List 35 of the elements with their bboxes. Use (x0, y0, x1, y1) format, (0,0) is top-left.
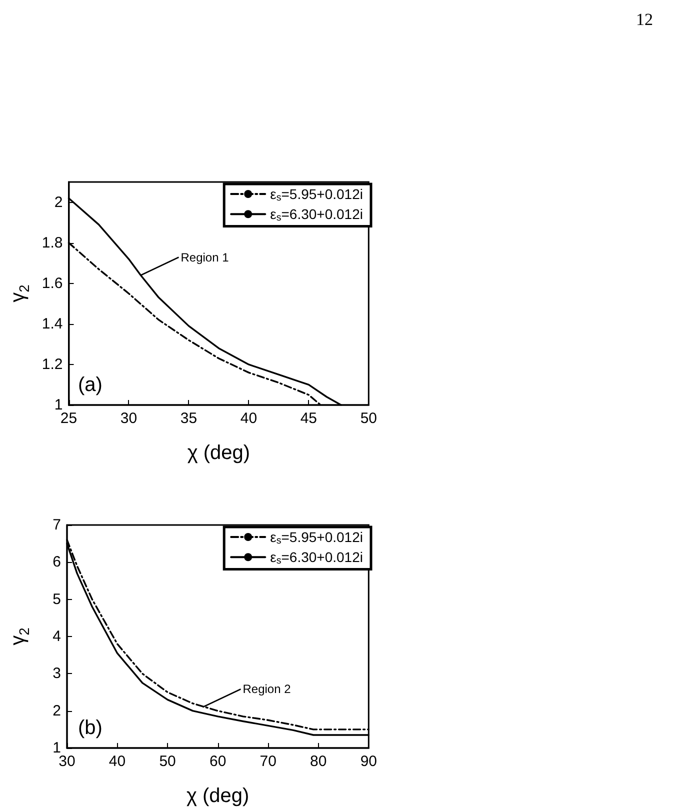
x-tick-label: 30 (120, 410, 138, 427)
y-tick-label: 5 (52, 590, 61, 608)
x-tick-label: 40 (240, 410, 258, 427)
y-tick-label: 1.8 (42, 234, 63, 252)
x-tick-label: 25 (60, 410, 78, 427)
x-tick-label: 70 (260, 753, 276, 770)
x-axis-title: χ (deg) (187, 442, 250, 464)
x-tick-label: 30 (58, 753, 76, 770)
annotation: Region 1 (180, 250, 230, 264)
x-tick-label: 60 (209, 753, 226, 770)
y-tick-label: 2 (52, 702, 61, 720)
x-tick-label: 50 (159, 753, 176, 770)
x-axis-title: χ (deg) (186, 785, 250, 807)
y-tick-label: 1 (52, 740, 61, 756)
y-axis-title: γ2 (7, 284, 32, 302)
y-tick-label: 1 (54, 396, 63, 414)
y-tick-label: 1.2 (42, 356, 63, 373)
text: 12 (636, 10, 653, 30)
y-tick-label: 6 (52, 554, 61, 571)
annotation: (a) (78, 374, 102, 396)
annotation: Region 2 (242, 682, 292, 696)
x-tick-label: 40 (108, 753, 126, 770)
annotation: (b) (78, 717, 102, 739)
x-tick-label: 90 (360, 753, 377, 770)
y-tick-label: 2 (54, 194, 63, 211)
y-tick-label: 3 (52, 665, 61, 682)
x-tick-label: 50 (360, 410, 377, 427)
y-tick-label: 7 (52, 516, 61, 534)
x-tick-label: 35 (180, 410, 198, 427)
y-axis-title: γ2 (7, 627, 32, 646)
y-tick-label: 1.4 (42, 315, 63, 332)
y-tick-label: 1.6 (42, 274, 63, 292)
x-tick-label: 80 (310, 753, 327, 770)
y-tick-label: 4 (52, 628, 61, 645)
x-tick-label: 45 (300, 410, 318, 427)
